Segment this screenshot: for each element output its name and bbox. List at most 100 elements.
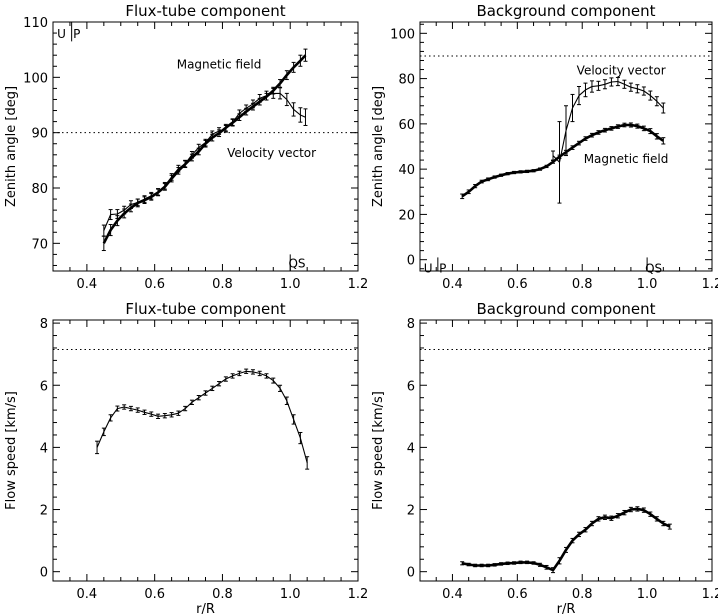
error-bar: [101, 427, 106, 437]
x-tick-label: 0.6: [144, 277, 165, 292]
error-bar: [203, 390, 208, 396]
series-line: [461, 507, 671, 572]
error-bar: [661, 137, 666, 145]
series-line: [552, 80, 664, 163]
error-bar: [284, 70, 289, 81]
error-bar: [551, 567, 556, 574]
y-tick-label: 80: [398, 73, 415, 88]
error-bar: [230, 118, 235, 126]
y-tick-label: 2: [40, 504, 48, 519]
error-bar: [512, 170, 517, 175]
error-bar: [142, 409, 147, 415]
error-bar: [271, 87, 276, 99]
error-bar: [505, 561, 510, 566]
error-bar: [628, 122, 633, 128]
x-tick-label: 0.4: [442, 587, 463, 602]
error-bar: [635, 123, 640, 129]
error-bar: [512, 561, 517, 565]
y-tick-label: 2: [407, 504, 415, 519]
error-bar: [176, 164, 181, 173]
error-bar: [615, 76, 620, 87]
error-bar: [596, 516, 601, 522]
error-bar: [499, 562, 504, 566]
error-bar: [531, 561, 536, 565]
error-bar: [237, 109, 242, 118]
error-bar: [196, 143, 201, 152]
annotation-label: U: [57, 27, 66, 41]
error-bar: [641, 86, 646, 96]
error-bar: [230, 373, 235, 379]
error-bar: [264, 373, 269, 379]
error-bar: [196, 395, 201, 401]
error-bar: [466, 562, 471, 567]
annotation-label: Velocity vector: [227, 146, 316, 160]
x-tick-label: 0.4: [77, 277, 98, 292]
x-tick-label: 0.8: [212, 587, 233, 602]
chart-panel: Flux-tube component Zenith angle [deg] 0.4…: [4, 2, 368, 292]
x-tick-label: 0.6: [507, 587, 528, 602]
y-tick-label: 6: [40, 379, 48, 394]
x-tick-label: 1.0: [637, 277, 658, 292]
error-bar: [564, 546, 568, 553]
error-bar: [661, 102, 666, 114]
x-tick-label: 1.0: [280, 587, 301, 602]
error-bar: [661, 520, 666, 527]
annotation-label: QS: [645, 262, 662, 276]
error-bar: [479, 563, 484, 568]
error-bar: [460, 193, 465, 200]
error-bar: [460, 561, 465, 566]
error-bar: [149, 191, 154, 200]
error-bar: [602, 514, 607, 520]
error-bar: [244, 104, 249, 113]
x-tick-label: 0.6: [507, 277, 528, 292]
error-bar: [648, 90, 653, 101]
error-bar: [303, 108, 308, 126]
error-bar: [570, 145, 575, 150]
error-bar: [648, 511, 653, 517]
error-bar: [538, 562, 543, 567]
error-bar: [551, 150, 556, 161]
error-bar: [570, 93, 575, 123]
error-bar: [237, 370, 242, 377]
error-bar: [303, 48, 308, 62]
error-bar: [576, 531, 581, 538]
error-bar: [169, 412, 174, 418]
annotation-label: P: [439, 262, 446, 276]
error-bar: [576, 86, 581, 106]
x-axis-label: r/R: [557, 602, 576, 615]
data-series: [460, 506, 672, 574]
x-tick-label: 0.4: [77, 587, 98, 602]
error-bar: [223, 124, 228, 133]
error-bar: [128, 405, 133, 412]
error-bar: [518, 170, 523, 174]
error-bar: [479, 179, 484, 184]
annotation-label: P: [73, 27, 80, 41]
y-tick-label: 20: [398, 208, 415, 223]
error-bar: [115, 209, 120, 219]
error-bar: [108, 224, 113, 237]
y-tick-label: 70: [31, 237, 48, 252]
y-tick-label: 40: [398, 163, 415, 178]
error-bar: [278, 79, 283, 88]
error-bar: [176, 410, 181, 416]
error-bar: [654, 133, 659, 140]
error-bar: [183, 405, 188, 412]
y-tick-label: 110: [23, 16, 48, 31]
error-bar: [486, 177, 491, 182]
annotation-label: QS: [288, 257, 305, 271]
error-bar: [183, 159, 188, 168]
error-bar: [615, 124, 620, 129]
x-tick-label: 1.2: [702, 587, 718, 602]
x-tick-label: 1.0: [637, 587, 658, 602]
error-bar: [667, 523, 672, 530]
x-tick-label: 1.2: [348, 587, 369, 602]
error-bar: [162, 181, 167, 190]
error-bar: [284, 92, 289, 107]
error-bar: [641, 507, 646, 513]
chart-title: Background component: [476, 2, 655, 20]
error-bar: [654, 516, 659, 522]
error-bar: [564, 105, 568, 157]
error-bar: [518, 560, 523, 565]
